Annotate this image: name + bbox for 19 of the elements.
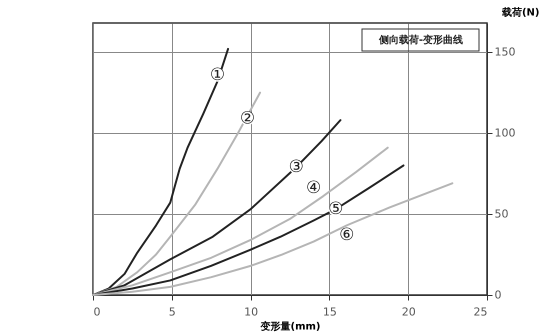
annotation: ③ (288, 157, 304, 178)
y-tick-label: 0 (494, 288, 502, 302)
annotation: ⑤ (328, 199, 344, 220)
x-tick-label: 0 (94, 306, 100, 318)
y-tick-label: 100 (494, 126, 516, 140)
y-axis-title: 载荷(N) (500, 6, 540, 18)
x-tick-label: 10 (244, 306, 258, 318)
x-tick-label: 25 (474, 306, 488, 318)
annotation: ② (240, 108, 256, 129)
x-axis-title: 变形量(mm) (260, 320, 320, 332)
text: 侧向载荷-变形曲线 (378, 34, 464, 46)
annotation: ④ (306, 178, 322, 198)
y-tick-label: 150 (494, 46, 516, 59)
x-tick-label: 5 (168, 306, 176, 318)
x-tick-label: 15 (322, 306, 337, 318)
x-tick-label: 20 (402, 306, 416, 318)
annotation: ① (210, 64, 226, 85)
annotation: ⑥ (339, 225, 354, 246)
y-tick-label: 50 (494, 208, 508, 221)
